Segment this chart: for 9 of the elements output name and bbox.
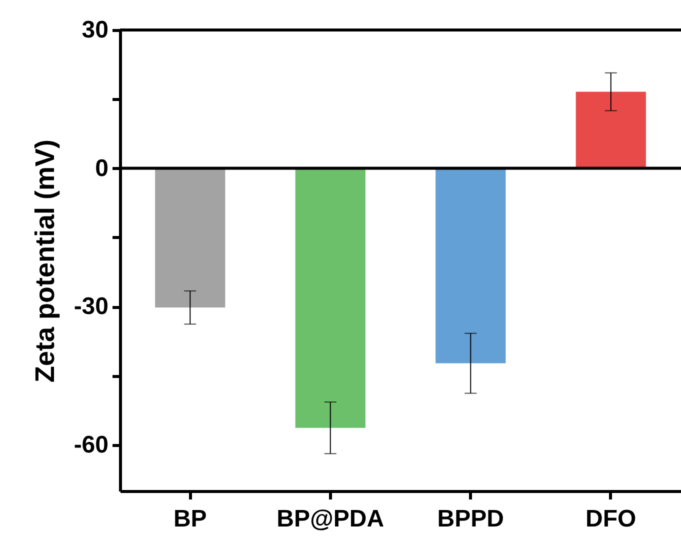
x-tick-label: BP xyxy=(173,506,207,532)
x-tick-label: BP@PDA xyxy=(276,506,384,532)
y-axis-title: Zeta potential (mV) xyxy=(30,139,60,383)
x-tick-label: DFO xyxy=(586,506,636,532)
x-tick-label: BPPD xyxy=(437,506,504,532)
y-tick-label: -30 xyxy=(74,293,108,320)
y-tick-label: 30 xyxy=(82,16,108,44)
y-tick-label: 0 xyxy=(95,154,108,182)
y-tick-label: -60 xyxy=(74,431,108,458)
